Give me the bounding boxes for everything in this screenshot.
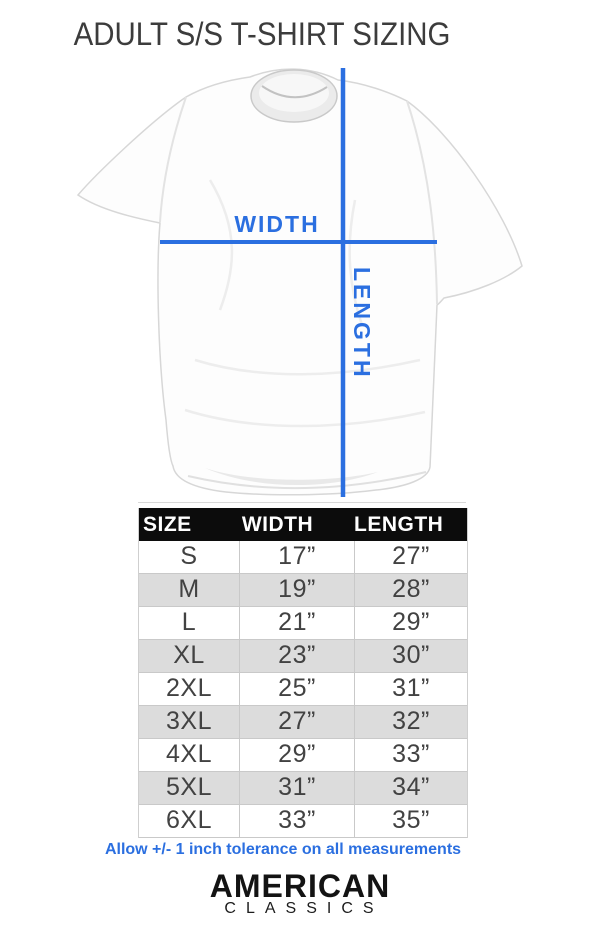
table-row: S 17” 27” [139, 541, 467, 574]
width-cell: 27” [239, 706, 354, 738]
size-table: SIZE WIDTH LENGTH S 17” 27” M 19” 28” L 21” 29” X… [138, 508, 468, 838]
width-cell: 21” [239, 607, 354, 639]
sleeve-seam-right [406, 100, 438, 305]
table-header: SIZE WIDTH LENGTH [139, 508, 467, 541]
tshirt-graphic [76, 68, 523, 496]
column-header-size: SIZE [143, 513, 192, 536]
length-cell: 27” [354, 541, 467, 573]
table-row: M 19” 28” [139, 574, 467, 607]
column-header-width: WIDTH [241, 513, 314, 536]
size-table-body: S 17” 27” M 19” 28” L 21” 29” XL 23” 30” 2XL 25” 31” 3X… [139, 541, 467, 838]
width-cell: 25” [239, 673, 354, 705]
length-cell: 30” [354, 640, 467, 672]
length-dimension-label: LENGTH [349, 267, 375, 380]
width-cell: 29” [239, 739, 354, 771]
size-cell: 5XL [166, 773, 212, 801]
length-cell: 34” [354, 772, 467, 804]
wrinkle-line [348, 199, 364, 326]
table-row: 4XL 29” 33” [139, 739, 467, 772]
length-cell: 31” [354, 673, 467, 705]
size-cell: XL [173, 641, 205, 669]
width-dimension-label: WIDTH [234, 211, 320, 237]
table-row: XL 23” 30” [139, 640, 467, 673]
wrinkle-line [208, 179, 234, 311]
size-cell: 2XL [166, 674, 212, 702]
tolerance-note: Allow +/- 1 inch tolerance on all measur… [104, 841, 462, 858]
size-cell: S [180, 542, 198, 570]
hem-fold [205, 468, 378, 486]
width-cell: 17” [239, 541, 354, 573]
width-cell: 23” [239, 640, 354, 672]
table-row: 5XL 31” 34” [139, 772, 467, 805]
table-row: 2XL 25” 31” [139, 673, 467, 706]
length-cell: 32” [354, 706, 467, 738]
column-header-length: LENGTH [354, 513, 444, 536]
wrinkle-line [194, 358, 421, 376]
size-cell: L [181, 608, 197, 636]
size-cell: 6XL [166, 806, 212, 834]
collar-inner [259, 74, 329, 112]
divider-rule [138, 502, 466, 503]
sleeve-seam-left [159, 96, 187, 223]
page-title: ADULT S/S T-SHIRT SIZING [73, 16, 451, 52]
length-cell: 33” [354, 739, 467, 771]
width-cell: 19” [239, 574, 354, 606]
brand-logo-classics: CLASSICS [224, 900, 384, 917]
length-cell: 35” [354, 805, 467, 837]
collar-shadow [261, 85, 328, 99]
table-row: L 21” 29” [139, 607, 467, 640]
width-cell: 33” [239, 805, 354, 837]
table-row: 6XL 33” 35” [139, 805, 467, 838]
tshirt-diagram [76, 68, 523, 497]
table-row: 3XL 27” 32” [139, 706, 467, 739]
size-cell: 4XL [166, 740, 212, 768]
hem-shadow [187, 471, 427, 490]
size-cell: M [178, 575, 200, 603]
length-cell: 29” [354, 607, 467, 639]
wrinkle-line [184, 408, 426, 428]
width-cell: 31” [239, 772, 354, 804]
size-cell: 3XL [166, 707, 212, 735]
length-cell: 28” [354, 574, 467, 606]
brand-logo-american: AMERICAN [209, 868, 391, 904]
